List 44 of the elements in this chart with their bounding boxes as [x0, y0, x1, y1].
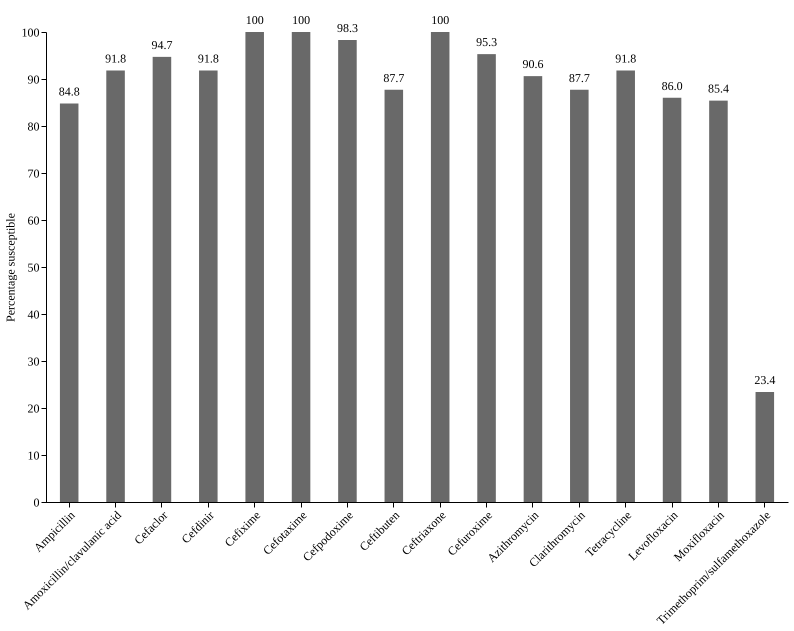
y-tick-label: 60 [28, 214, 40, 228]
data-label: 86.0 [662, 78, 683, 93]
y-tick-label: 80 [28, 120, 40, 134]
bar [338, 40, 357, 502]
bar [616, 70, 635, 502]
bar [245, 32, 264, 502]
bar [152, 56, 172, 502]
bar [384, 90, 404, 502]
y-tick-label: 70 [28, 166, 40, 180]
bar [709, 100, 728, 502]
y-tick-label: 30 [28, 354, 40, 368]
bar [199, 70, 218, 502]
data-label: 90.6 [522, 57, 544, 72]
data-label: 87.7 [383, 70, 404, 85]
bar [477, 54, 496, 502]
data-label: 91.8 [198, 52, 219, 66]
data-label: 100 [246, 13, 264, 27]
bar [292, 32, 310, 502]
bar [524, 76, 542, 502]
bar [756, 392, 774, 502]
y-tick-label: 90 [28, 72, 40, 86]
data-label: 87.7 [568, 70, 590, 85]
data-label: 100 [292, 13, 310, 27]
y-tick-label: 50 [28, 260, 40, 274]
bar [430, 32, 450, 502]
y-tick-label: 40 [28, 308, 40, 322]
y-axis-title: Percentage susceptible [4, 213, 18, 322]
data-label: 94.7 [151, 38, 172, 52]
data-label: 98.3 [336, 20, 358, 35]
bar [106, 70, 125, 502]
bar [60, 103, 78, 502]
data-label: 91.8 [105, 52, 126, 66]
y-tick-label: 0 [34, 496, 40, 510]
y-tick-label: 10 [28, 448, 40, 462]
y-tick-label: 100 [22, 26, 40, 40]
data-label: 95.3 [476, 35, 498, 50]
bar [570, 90, 589, 502]
bar [662, 98, 682, 502]
data-label: 84.8 [58, 84, 80, 98]
data-label: 85.4 [708, 82, 729, 96]
y-tick-label: 20 [28, 402, 40, 416]
data-label: 100 [431, 13, 450, 27]
data-label: 91.8 [615, 52, 636, 66]
data-label: 23.4 [754, 373, 776, 388]
